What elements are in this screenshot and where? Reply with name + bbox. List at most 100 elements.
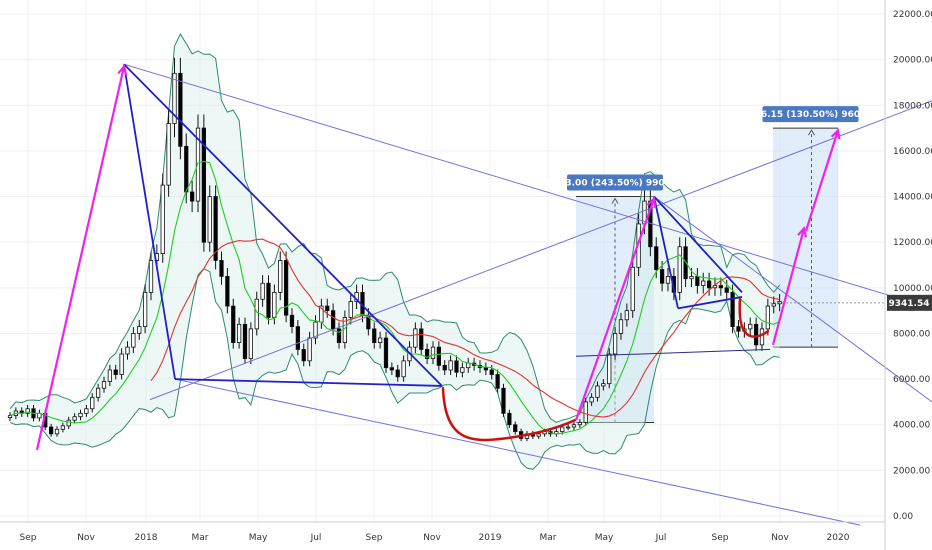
candle-body — [295, 326, 300, 350]
x-tick-label: Sep — [712, 533, 729, 543]
bollinger-lower — [9, 268, 780, 470]
candle-body — [231, 305, 236, 343]
small-triangle-base — [677, 296, 743, 310]
rising-channel-line — [149, 100, 932, 401]
candle-body — [377, 337, 383, 343]
candle-body — [66, 419, 71, 427]
candle-body — [454, 360, 459, 373]
candle-body — [665, 276, 671, 284]
projection-arrow-second-leg — [804, 130, 840, 232]
candle-body — [607, 353, 612, 385]
candle-body — [219, 260, 224, 277]
x-tick-label: Mar — [540, 533, 557, 543]
candle-body — [272, 291, 277, 318]
candle-body — [571, 424, 577, 428]
candle-body — [225, 276, 230, 307]
candle-body — [125, 346, 130, 355]
moving-averages — [9, 160, 780, 435]
candle-body — [654, 246, 659, 270]
x-tick-label: 2020 — [827, 533, 850, 543]
candle-body — [677, 246, 682, 293]
candle-body — [413, 328, 418, 348]
projection-arrow-2017-head — [117, 64, 128, 76]
measure-label-box — [567, 174, 663, 191]
candle-body — [172, 72, 177, 124]
candle-body — [248, 328, 254, 359]
candle-body — [201, 127, 207, 243]
candle-body — [113, 369, 118, 375]
measure-arrowhead — [611, 197, 619, 204]
x-tick-label: Mar — [192, 533, 209, 543]
triangle-left-leg — [123, 64, 176, 380]
candle-body — [624, 310, 629, 321]
candle-body — [565, 426, 571, 429]
candle-body — [95, 387, 101, 398]
candle-body — [753, 323, 759, 346]
candle-body — [424, 349, 430, 359]
candle-body — [254, 298, 259, 330]
projection-arrow-second-leg-head — [830, 128, 841, 140]
candle-body — [372, 328, 377, 343]
candle-body — [119, 353, 124, 375]
x-tick-label: May — [595, 533, 614, 543]
candle-body — [460, 367, 465, 373]
candle-body — [131, 333, 136, 348]
candle-body — [536, 433, 541, 437]
y-tick-label: 8000.00 — [893, 329, 930, 339]
candle-body — [659, 269, 665, 284]
candle-body — [336, 328, 342, 343]
x-tick-label: Nov — [423, 533, 441, 543]
candle-body — [72, 416, 77, 421]
x-tick-label: 2018 — [135, 533, 158, 543]
measure-label: 9903.00 (243.50%) 990300 — [547, 179, 684, 189]
candle-body — [724, 287, 729, 293]
measure-labels: 9903.00 (243.50%) 990300 9606.15 (130.50%… — [547, 106, 885, 304]
channel-lower-line — [174, 378, 861, 526]
candle-body — [54, 428, 60, 435]
candle-body — [419, 328, 424, 350]
measure-arrowhead — [808, 129, 815, 136]
candle-body — [577, 422, 582, 426]
candle-body — [701, 280, 706, 286]
candle-body — [689, 276, 694, 280]
x-tick-label: Sep — [20, 533, 37, 543]
y-tick-label: 18000.00 — [893, 101, 932, 111]
candle-body — [612, 333, 618, 355]
candle-body — [301, 349, 306, 362]
candle-body — [7, 415, 13, 419]
candle-body — [595, 385, 600, 398]
grid-lines — [0, 0, 885, 522]
x-tick-label: Nov — [771, 533, 789, 543]
candle-body — [25, 408, 30, 414]
last-price-tag — [887, 294, 932, 311]
candle-body — [78, 412, 83, 418]
y-tick-label: 12000.00 — [893, 238, 932, 248]
projection-arrow-first-leg-head — [797, 226, 807, 238]
candle-body — [730, 291, 735, 328]
time-axis[interactable]: Sep Nov 2018 Mar May Jul Sep Nov 2019 Mar May Jul Se… — [0, 521, 885, 543]
y-tick-label: 6000.00 — [893, 375, 930, 385]
candle-body — [160, 184, 165, 254]
candle-body — [513, 424, 518, 432]
candle-body — [560, 426, 565, 432]
small-triangle-left — [653, 196, 679, 309]
candle-body — [166, 123, 171, 186]
x-tick-label: 2019 — [479, 533, 502, 543]
candle-body — [395, 369, 400, 378]
candle-body — [589, 396, 594, 403]
candle-body — [184, 145, 189, 193]
candle-body — [207, 196, 212, 243]
price-axis[interactable]: 0.00 2000.00 4000.00 6000.00 8000.00 10000.00… — [884, 0, 932, 550]
candle-body — [348, 301, 353, 318]
candle-body — [583, 401, 588, 423]
bollinger-upper — [9, 33, 780, 424]
projection-arrow-first-leg — [771, 228, 806, 346]
x-tick-label: May — [249, 533, 268, 543]
candle-body — [718, 285, 723, 289]
projection-arrow-2017 — [35, 66, 126, 451]
y-tick-label: 2000.00 — [893, 466, 930, 476]
candle-body — [759, 328, 765, 346]
candle-body — [436, 346, 441, 366]
triangle-base — [174, 378, 443, 387]
